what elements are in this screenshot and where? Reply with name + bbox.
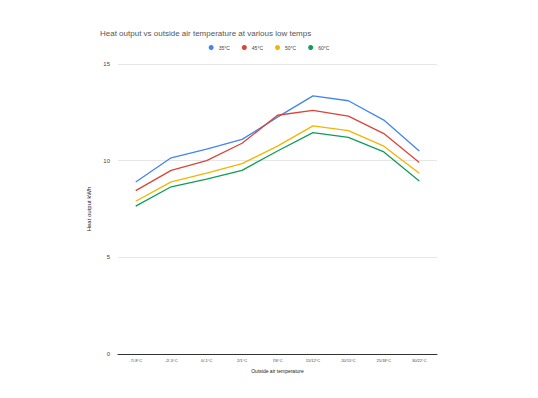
svg-text:-2/-3°C: -2/-3°C [165,358,178,363]
svg-text:7/6°C: 7/6°C [272,358,282,363]
svg-text:20/15°C: 20/15°C [341,358,356,363]
svg-text:10: 10 [103,158,110,164]
svg-text:Outside air temperature: Outside air temperature [251,368,304,374]
svg-text:35°C: 35°C [219,45,231,51]
svg-text:15: 15 [103,61,110,67]
svg-text:Heat output kWh: Heat output kWh [86,187,92,232]
svg-text:15/12°C: 15/12°C [306,358,321,363]
svg-text:60°C: 60°C [318,45,330,51]
svg-text:2/1°C: 2/1°C [237,358,247,363]
svg-text:-7/-8°C: -7/-8°C [129,358,142,363]
svg-text:0: 0 [107,351,111,357]
svg-text:50°C: 50°C [285,45,297,51]
svg-text:5: 5 [107,254,111,260]
svg-text:30/22°C: 30/22°C [412,358,427,363]
svg-text:Heat output vs outside air tem: Heat output vs outside air temperature a… [100,29,311,38]
svg-text:45°C: 45°C [252,45,264,51]
svg-text:0/-1°C: 0/-1°C [201,358,212,363]
svg-text:25/18°C: 25/18°C [377,358,392,363]
